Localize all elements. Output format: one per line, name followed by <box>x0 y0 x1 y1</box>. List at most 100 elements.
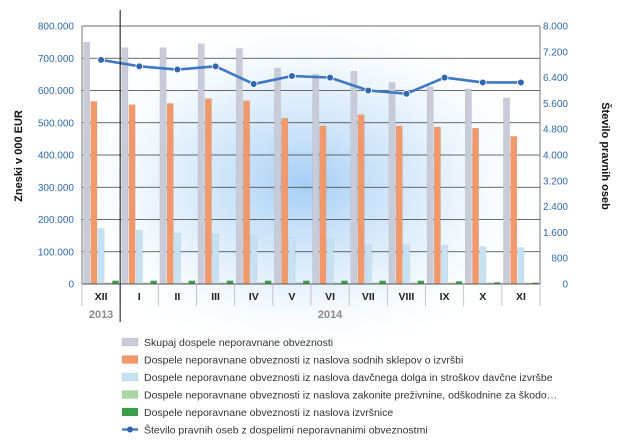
x-tick-label: IX <box>440 291 450 303</box>
bar-1 <box>205 98 212 285</box>
bar-0 <box>465 88 472 285</box>
bar-0 <box>503 97 510 285</box>
y-tick-label: 400.000 <box>38 151 75 162</box>
x-tick-label: V <box>288 291 295 303</box>
y2-tick-label: 2.400 <box>543 202 568 213</box>
legend-swatch <box>121 372 139 382</box>
line-point <box>249 80 258 88</box>
y-tick-label: 200.000 <box>38 215 75 226</box>
bar-1 <box>243 100 250 285</box>
legend-label: Število pravnih oseb z dospelimi neporav… <box>144 423 428 436</box>
bar-2 <box>250 235 258 285</box>
y-axis-title: Zneski v 000 EUR <box>13 110 25 202</box>
axes: 0 100.000 200.000 300.000 400.000 500.000 600.… <box>38 10 568 322</box>
y-tick-label: 600.000 <box>38 86 75 97</box>
x-tick-label: X <box>479 291 486 303</box>
y-tick-label: 800.000 <box>38 22 75 33</box>
y2-tick-label: 0 <box>562 280 568 291</box>
line-point <box>135 62 144 71</box>
line-point <box>478 78 487 87</box>
y-tick-label: 300.000 <box>38 183 75 194</box>
legend: Skupaj dospele neporavnane obveznosti Dos… <box>121 337 557 436</box>
y-tick-label: 100.000 <box>38 247 75 258</box>
bar-2 <box>441 244 448 285</box>
bar-0 <box>426 86 434 285</box>
legend-swatch <box>121 355 139 364</box>
x-tick-label: III <box>211 291 220 303</box>
year-label: 2014 <box>318 309 343 321</box>
y2-axis-title: Število pravnih oseb <box>599 102 612 210</box>
y2-tick-label: 1.600 <box>543 228 568 239</box>
bar-2 <box>517 247 525 285</box>
legend-swatch <box>121 390 139 399</box>
bar-2 <box>135 229 143 285</box>
line-point <box>402 89 411 98</box>
line-point <box>288 72 296 80</box>
legend-swatch <box>121 407 139 417</box>
bar-2 <box>364 244 372 285</box>
y2-tick-label: 4.800 <box>543 125 568 136</box>
legend-label: Dospele neporavnane obveznosti iz naslov… <box>144 354 463 366</box>
bar-0 <box>197 43 205 285</box>
bar-2 <box>174 232 181 285</box>
bar-1 <box>357 114 365 285</box>
series-line <box>100 58 521 96</box>
bar-1 <box>281 118 289 285</box>
x-tick-label: XII <box>95 291 108 303</box>
bar-0 <box>235 48 243 285</box>
bar-0 <box>83 41 91 285</box>
x-tick-label: VIII <box>399 291 415 303</box>
bar-0 <box>350 70 358 285</box>
y-tick-label: 700.000 <box>38 54 75 65</box>
bar-0 <box>159 47 167 285</box>
bar-1 <box>90 101 98 285</box>
bar-0 <box>121 47 129 285</box>
x-tick-label: VI <box>325 291 335 303</box>
bar-2 <box>212 233 219 285</box>
x-tick-label: I <box>138 291 141 303</box>
line-point <box>440 73 449 82</box>
y2-tick-label: 800 <box>551 254 568 265</box>
x-tick-label: II <box>174 291 180 303</box>
y2-tick-label: 8.000 <box>543 22 568 33</box>
bar-1 <box>166 103 174 285</box>
bar-0 <box>274 67 281 285</box>
bar-1 <box>434 126 441 285</box>
line-point <box>211 62 220 71</box>
bar-0 <box>312 74 320 285</box>
bar-2 <box>288 237 296 285</box>
y-tick-label: 500.000 <box>38 118 75 129</box>
y2-tick-label: 7.200 <box>543 47 568 58</box>
bar-1 <box>319 125 327 285</box>
bar-1 <box>395 125 403 285</box>
bar-2 <box>97 228 105 285</box>
legend-label: Dospele neporavnane obveznosti iz naslov… <box>144 407 393 419</box>
line-point <box>97 56 105 64</box>
year-label: 2013 <box>89 309 113 321</box>
x-tick-label: IV <box>249 291 259 303</box>
legend-label: Skupaj dospele neporavnane obveznosti <box>144 337 333 349</box>
y2-tick-label: 5.600 <box>543 99 568 110</box>
line-point <box>517 78 525 87</box>
bar-2 <box>403 244 410 285</box>
bar-2 <box>326 238 334 285</box>
bar-2 <box>479 246 487 285</box>
line-point <box>364 86 373 95</box>
line-series <box>97 56 525 98</box>
line-point <box>326 73 334 82</box>
x-tick-label: VII <box>362 291 375 303</box>
y2-tick-label: 3.200 <box>543 176 568 187</box>
bar-1 <box>472 128 479 285</box>
y2-tick-label: 6.400 <box>543 73 568 84</box>
grid <box>82 25 540 253</box>
bar-1 <box>128 104 136 285</box>
bar-0 <box>388 82 396 285</box>
bar-1 <box>510 136 518 285</box>
y2-tick-label: 4.000 <box>543 151 568 162</box>
line-point <box>173 65 182 74</box>
legend-label: Dospele neporavnane obveznosti iz naslov… <box>144 372 553 384</box>
y-tick-label: 0 <box>68 280 74 291</box>
legend-swatch-marker <box>127 426 133 433</box>
